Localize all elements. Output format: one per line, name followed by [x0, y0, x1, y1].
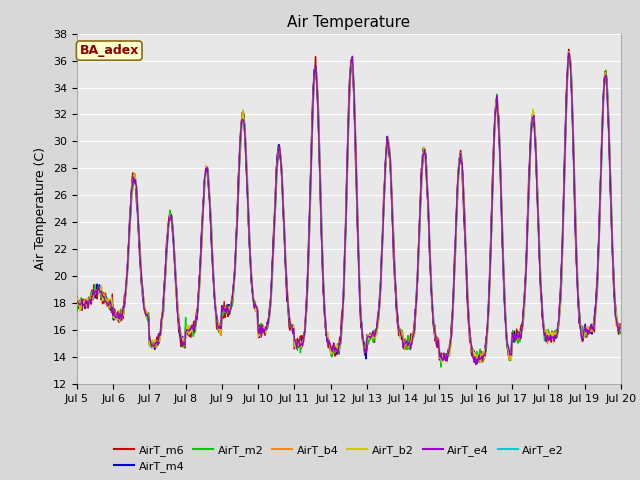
Y-axis label: Air Temperature (C): Air Temperature (C)	[35, 147, 47, 270]
Text: BA_adex: BA_adex	[79, 44, 139, 57]
Legend: AirT_m6, AirT_m4, AirT_m2, AirT_b4, AirT_b2, AirT_e4, AirT_e2: AirT_m6, AirT_m4, AirT_m2, AirT_b4, AirT…	[109, 440, 568, 477]
Title: Air Temperature: Air Temperature	[287, 15, 410, 30]
